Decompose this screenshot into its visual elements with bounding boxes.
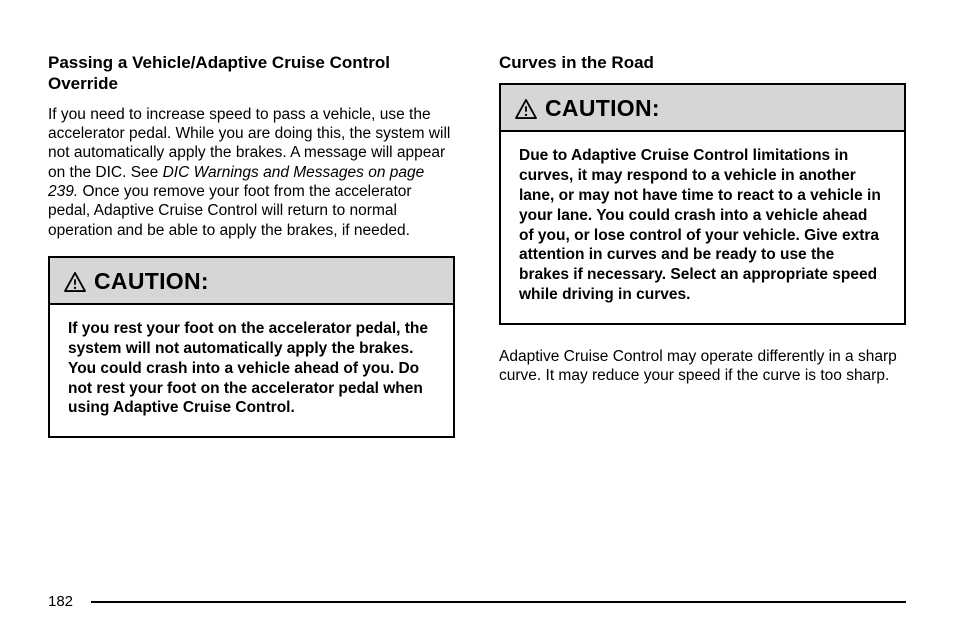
- left-paragraph: If you need to increase speed to pass a …: [48, 105, 455, 241]
- two-column-layout: Passing a Vehicle/Adaptive Cruise Contro…: [48, 52, 906, 438]
- warning-triangle-icon: [64, 272, 86, 292]
- right-caution-box: CAUTION: Due to Adaptive Cruise Control …: [499, 83, 906, 325]
- warning-triangle-icon: [515, 99, 537, 119]
- right-caution-body: Due to Adaptive Cruise Control limitatio…: [501, 132, 904, 323]
- right-heading: Curves in the Road: [499, 52, 906, 73]
- left-caution-header: CAUTION:: [50, 258, 453, 305]
- right-column: Curves in the Road CAUTION: Due to Adapt…: [499, 52, 906, 438]
- left-caution-label: CAUTION:: [94, 268, 209, 295]
- left-caution-text: If you rest your foot on the accelerator…: [68, 319, 435, 418]
- left-caution-box: CAUTION: If you rest your foot on the ac…: [48, 256, 455, 438]
- right-after-paragraph: Adaptive Cruise Control may operate diff…: [499, 347, 906, 386]
- manual-page: Passing a Vehicle/Adaptive Cruise Contro…: [0, 0, 954, 636]
- right-caution-text: Due to Adaptive Cruise Control limitatio…: [519, 146, 886, 305]
- right-caution-label: CAUTION:: [545, 95, 660, 122]
- page-number: 182: [48, 593, 73, 610]
- left-caution-body: If you rest your foot on the accelerator…: [50, 305, 453, 436]
- page-footer: 182: [48, 593, 906, 610]
- left-para-part2: Once you remove your foot from the accel…: [48, 183, 412, 239]
- left-column: Passing a Vehicle/Adaptive Cruise Contro…: [48, 52, 455, 438]
- right-caution-header: CAUTION:: [501, 85, 904, 132]
- footer-rule: [91, 601, 906, 603]
- left-heading: Passing a Vehicle/Adaptive Cruise Contro…: [48, 52, 455, 95]
